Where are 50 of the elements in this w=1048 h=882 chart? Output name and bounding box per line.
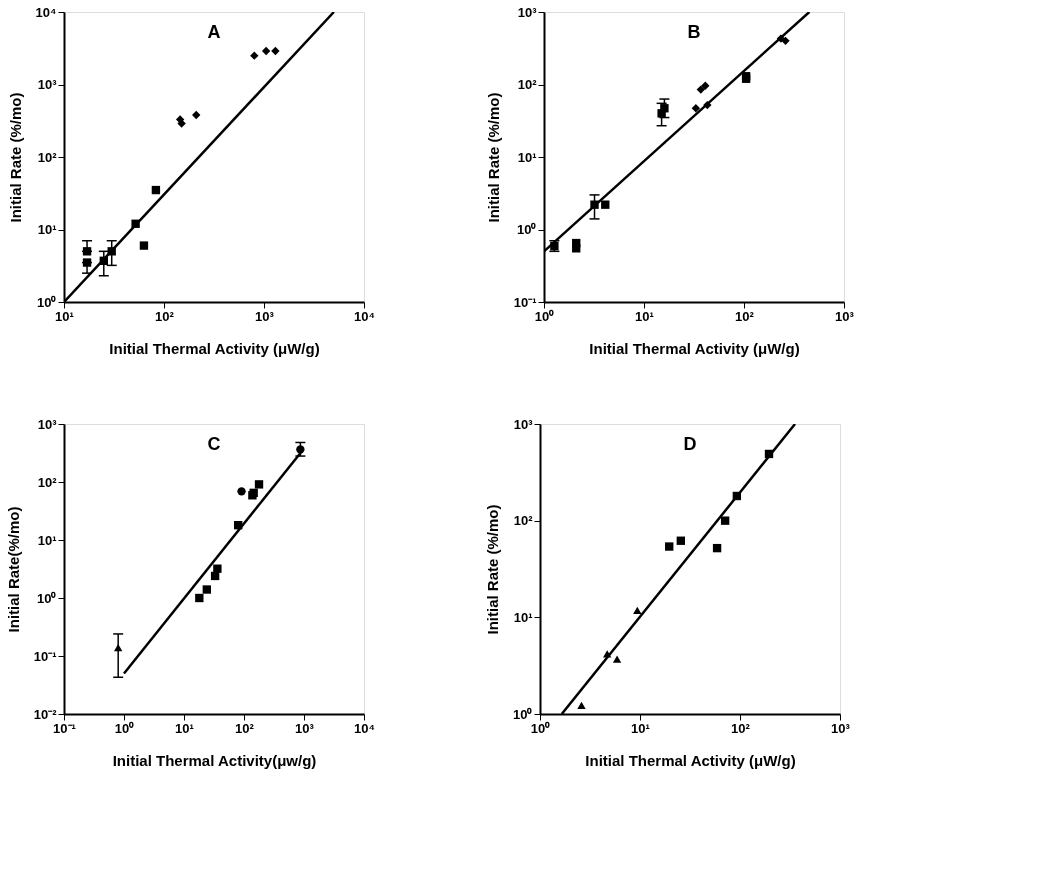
x-tick-label: 10¹ (55, 308, 74, 324)
text: B (687, 22, 701, 42)
y-tick-label: 10² (513, 513, 534, 529)
x-axis-title: Initial Thermal Activity (μW/g) (589, 339, 800, 357)
y-axis-title: Initial Rate(%/mo) (4, 506, 22, 633)
text: A (207, 22, 221, 42)
y-tick-label: 10⁰ (37, 294, 57, 310)
x-tick-label: 10² (155, 308, 175, 324)
y-tick-label: 10³ (513, 416, 534, 432)
x-tick-label: 10² (731, 720, 751, 736)
x-tick-label: 10⁰ (530, 720, 551, 736)
x-tick-label: 10³ (835, 308, 855, 324)
x-tick-label: 10⁰ (534, 308, 555, 324)
x-tick-label: 10⁴ (354, 308, 375, 324)
y-tick-label: 10³ (517, 4, 538, 20)
y-tick-label: 10² (37, 474, 58, 490)
y-tick-label: 10⁰ (37, 590, 57, 606)
y-tick-label: 10¹ (513, 609, 533, 625)
y-tick-label: 10⁻¹ (513, 294, 537, 310)
y-tick-label: 10³ (37, 416, 58, 432)
x-tick-label: 10² (735, 308, 755, 324)
x-tick-label: 10¹ (631, 720, 650, 736)
x-tick-label: 10³ (295, 720, 315, 736)
x-axis-title: Initial Thermal Activity (μW/g) (109, 339, 320, 357)
x-axis-title: Initial Thermal Activity (μW/g) (585, 751, 796, 769)
text: C (207, 434, 221, 454)
y-tick-label: 10⁻¹ (33, 648, 57, 664)
x-tick-label: 10⁻¹ (53, 720, 76, 736)
y-tick-label: 10² (37, 149, 58, 165)
y-tick-label: 10⁰ (513, 706, 533, 722)
y-tick-label: 10¹ (37, 222, 57, 237)
y-tick-label: 10⁴ (35, 4, 57, 20)
y-axis-title: Initial Rate (%/mo) (484, 92, 502, 223)
y-tick-label: 10³ (37, 77, 58, 92)
x-tick-label: 10¹ (635, 308, 654, 324)
text: D (683, 434, 697, 454)
x-tick-label: 10¹ (175, 720, 194, 736)
x-axis-title: Initial Thermal Activity(μw/g) (112, 751, 317, 769)
x-tick-label: 10⁰ (114, 720, 135, 736)
y-tick-label: 10⁰ (517, 222, 537, 237)
y-tick-label: 10¹ (517, 149, 537, 165)
x-tick-label: 10³ (831, 720, 851, 736)
y-tick-label: 10² (517, 77, 538, 92)
y-tick-label: 10¹ (37, 532, 57, 548)
x-tick-label: 10³ (255, 308, 275, 324)
x-tick-label: 10² (235, 720, 255, 736)
y-axis-title: Initial Rate (%/mo) (484, 504, 502, 635)
y-axis-title: Initial Rate (%/mo) (6, 92, 24, 223)
y-tick-label: 10⁻² (33, 706, 58, 722)
x-tick-label: 10⁴ (354, 720, 375, 736)
